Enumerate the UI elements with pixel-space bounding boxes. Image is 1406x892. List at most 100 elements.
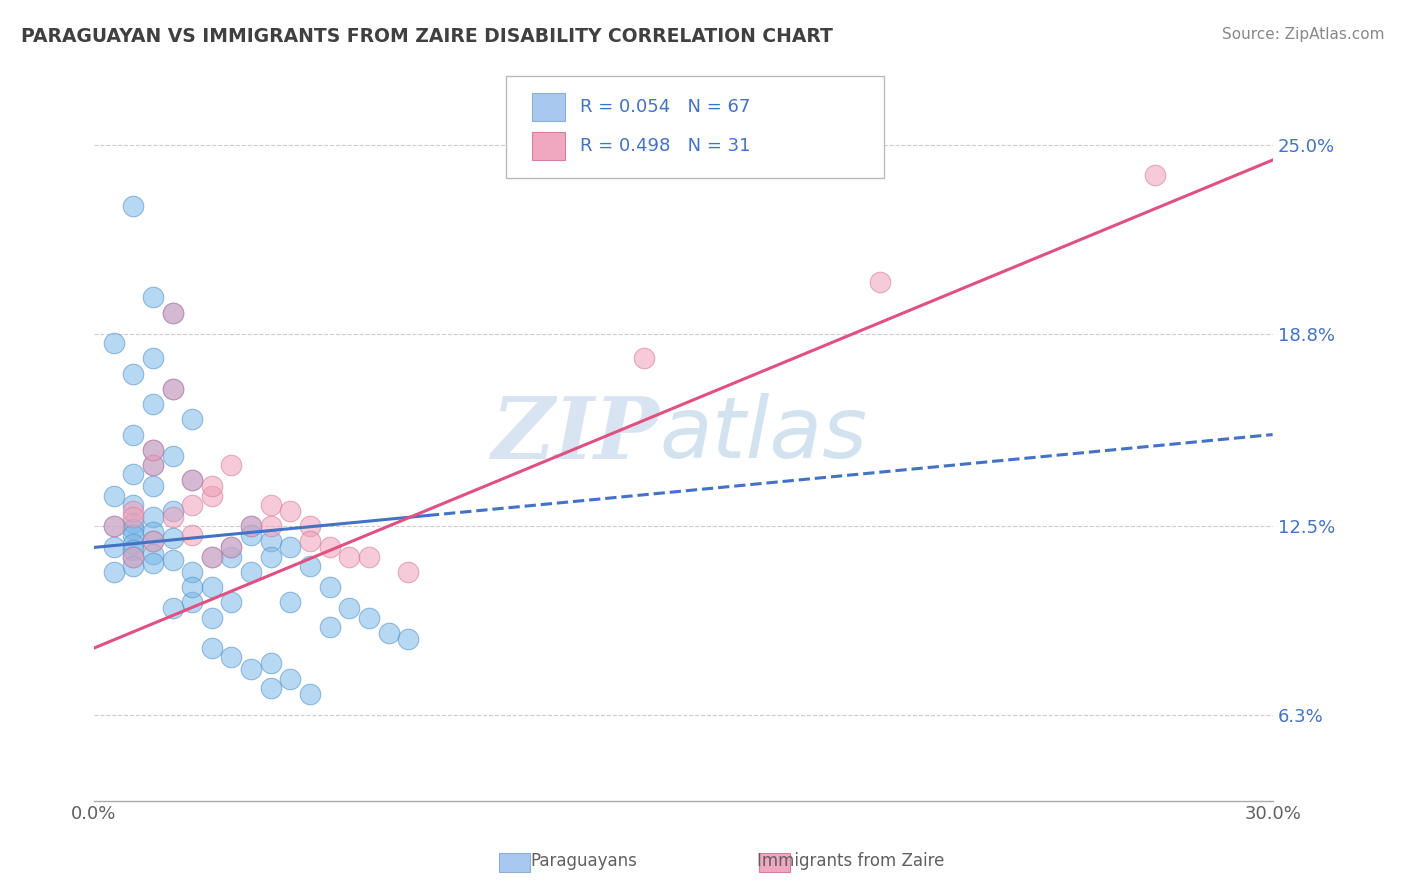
Point: [201, 641, 224, 656]
Point: [221, 541, 243, 555]
Point: [103, 489, 125, 503]
Point: [181, 412, 204, 426]
Point: [240, 565, 263, 579]
Point: [181, 498, 204, 512]
Point: [299, 687, 322, 701]
Point: [201, 580, 224, 594]
Point: [221, 650, 243, 665]
Point: [221, 541, 243, 555]
Point: [240, 528, 263, 542]
Point: [162, 552, 184, 566]
Point: [103, 541, 125, 555]
Point: [1143, 169, 1166, 183]
Point: [201, 549, 224, 564]
Point: [122, 199, 145, 213]
Point: [122, 510, 145, 524]
Point: [201, 479, 224, 493]
Point: [181, 565, 204, 579]
Point: [280, 504, 302, 518]
Point: [103, 519, 125, 533]
Point: [122, 537, 145, 551]
Point: [142, 534, 165, 549]
Point: [122, 558, 145, 573]
Text: Immigrants from Zaire: Immigrants from Zaire: [756, 852, 945, 870]
Point: [103, 336, 125, 351]
Point: [103, 519, 125, 533]
FancyBboxPatch shape: [506, 76, 883, 178]
Point: [142, 510, 165, 524]
Bar: [533, 94, 565, 121]
Point: [181, 473, 204, 487]
Point: [142, 442, 165, 457]
Point: [337, 601, 360, 615]
Point: [162, 382, 184, 396]
Point: [162, 531, 184, 545]
Point: [142, 458, 165, 472]
Point: [396, 565, 419, 579]
Point: [181, 580, 204, 594]
Point: [181, 595, 204, 609]
Point: [142, 525, 165, 540]
Text: atlas: atlas: [659, 393, 868, 476]
Point: [633, 351, 655, 366]
Point: [142, 290, 165, 304]
Point: [162, 305, 184, 319]
Point: [122, 522, 145, 536]
Point: [162, 305, 184, 319]
Point: [142, 479, 165, 493]
Point: [240, 663, 263, 677]
Point: [221, 595, 243, 609]
Point: [318, 541, 340, 555]
Point: [299, 519, 322, 533]
Point: [299, 558, 322, 573]
Point: [142, 442, 165, 457]
Point: [122, 549, 145, 564]
Bar: [533, 132, 565, 160]
Point: [221, 458, 243, 472]
Point: [869, 275, 891, 289]
Text: ZIP: ZIP: [492, 392, 659, 476]
Point: [260, 534, 283, 549]
Point: [260, 498, 283, 512]
Point: [162, 601, 184, 615]
Point: [240, 519, 263, 533]
Point: [122, 528, 145, 542]
Point: [299, 534, 322, 549]
Point: [260, 681, 283, 695]
Point: [280, 595, 302, 609]
Point: [162, 449, 184, 463]
Point: [357, 610, 380, 624]
Point: [162, 510, 184, 524]
Point: [142, 397, 165, 411]
Point: [377, 625, 399, 640]
Point: [142, 547, 165, 561]
Point: [221, 549, 243, 564]
Point: [318, 580, 340, 594]
Point: [260, 519, 283, 533]
Point: [201, 549, 224, 564]
Point: [260, 549, 283, 564]
Text: Source: ZipAtlas.com: Source: ZipAtlas.com: [1222, 27, 1385, 42]
Text: R = 0.498   N = 31: R = 0.498 N = 31: [579, 137, 749, 155]
Point: [162, 382, 184, 396]
Point: [122, 543, 145, 558]
Point: [122, 516, 145, 530]
Point: [201, 489, 224, 503]
Point: [122, 549, 145, 564]
Point: [337, 549, 360, 564]
Point: [122, 498, 145, 512]
Point: [142, 351, 165, 366]
Text: PARAGUAYAN VS IMMIGRANTS FROM ZAIRE DISABILITY CORRELATION CHART: PARAGUAYAN VS IMMIGRANTS FROM ZAIRE DISA…: [21, 27, 832, 45]
Point: [260, 657, 283, 671]
Point: [122, 504, 145, 518]
Point: [122, 367, 145, 381]
Text: R = 0.054   N = 67: R = 0.054 N = 67: [579, 98, 749, 116]
Point: [396, 632, 419, 646]
Point: [142, 458, 165, 472]
Point: [181, 528, 204, 542]
Point: [122, 427, 145, 442]
Point: [142, 556, 165, 570]
Point: [280, 541, 302, 555]
Point: [162, 504, 184, 518]
Point: [240, 519, 263, 533]
